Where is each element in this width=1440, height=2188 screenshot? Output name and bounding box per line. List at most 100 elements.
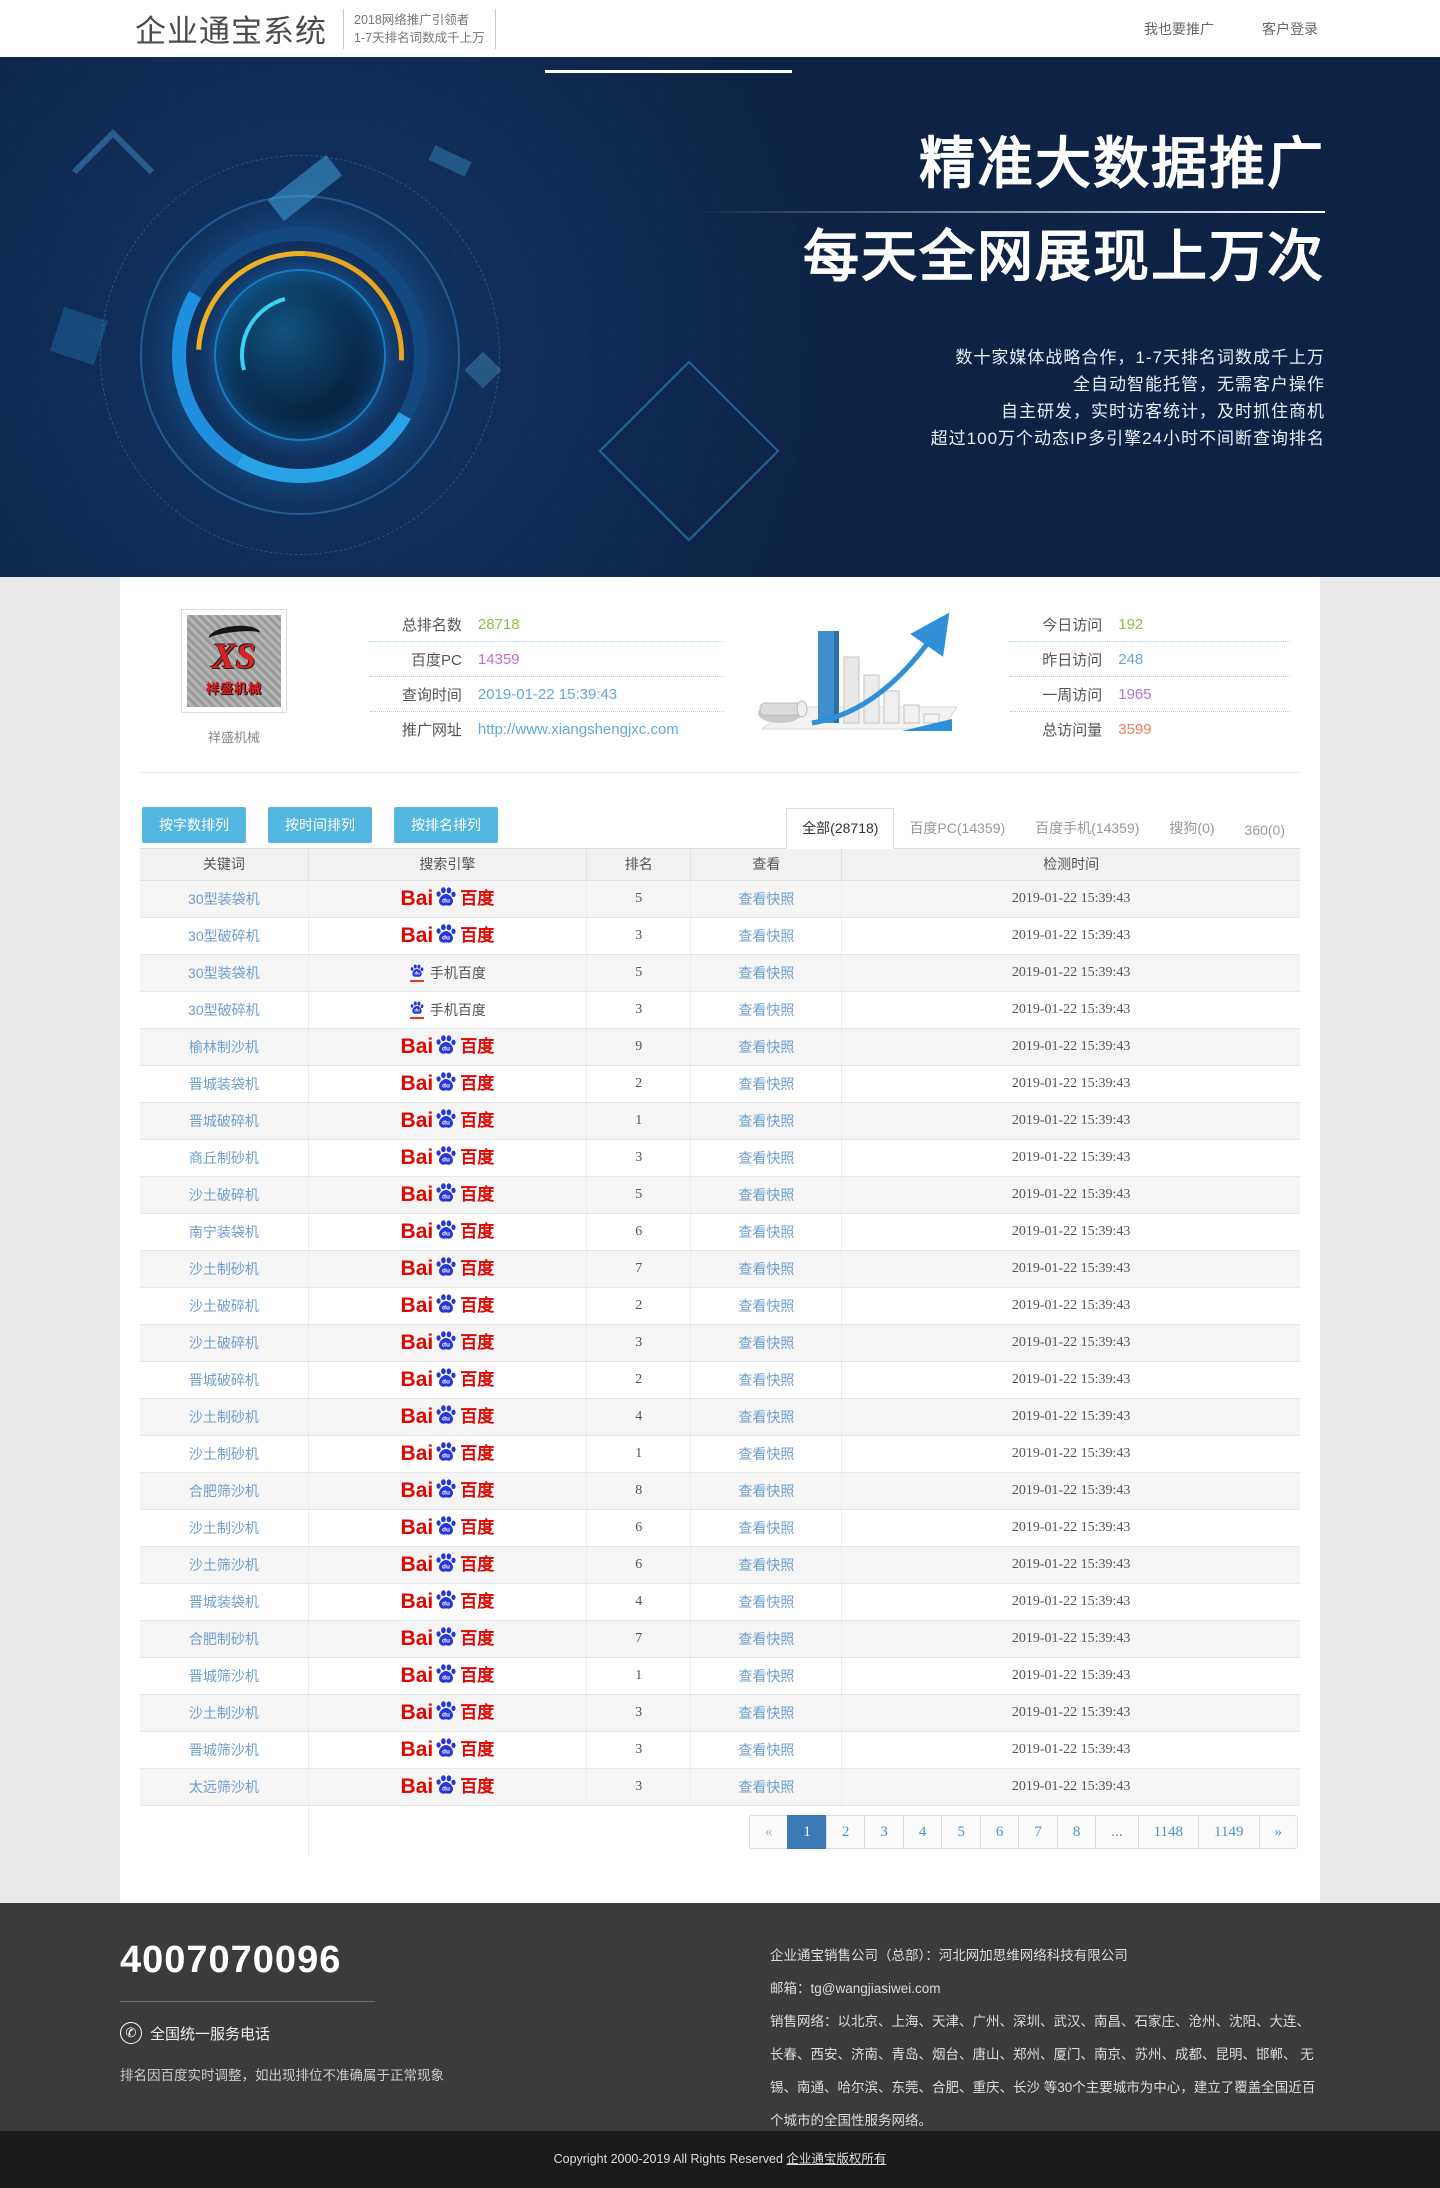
keyword-link[interactable]: 30型破碎机	[188, 927, 260, 944]
keyword-link[interactable]: 30型装袋机	[188, 890, 260, 907]
view-snapshot-link[interactable]: 查看快照	[738, 1334, 795, 1351]
footer: 4007070096 ✆ 全国统一服务电话 排名因百度实时调整，如出现排位不准确…	[0, 1903, 1440, 2131]
stat-row: 推广网址 http://www.xiangshengjxc.com	[370, 712, 724, 747]
column-header: 排名	[586, 849, 692, 881]
keyword-link[interactable]: 南宁装袋机	[188, 1223, 259, 1240]
keyword-link[interactable]: 晋城装袋机	[188, 1593, 259, 1610]
keyword-link[interactable]: 太远筛沙机	[188, 1778, 259, 1795]
page-prev-button[interactable]: «	[748, 1814, 789, 1849]
snapshot-cell: 查看快照	[690, 1065, 843, 1103]
sort-button-2[interactable]: 按排名排列	[394, 807, 498, 843]
view-snapshot-link[interactable]: 查看快照	[738, 1408, 795, 1425]
tab-2[interactable]: 百度手机(14359)	[1035, 820, 1140, 836]
view-snapshot-link[interactable]: 查看快照	[738, 1186, 795, 1203]
keyword-link[interactable]: 晋城破碎机	[188, 1112, 259, 1129]
stat-row: 一周访问 1965	[1010, 677, 1290, 712]
page-button-8[interactable]: 8	[1056, 1814, 1097, 1849]
baidu-paw-icon: du	[434, 1551, 458, 1575]
svg-text:du: du	[442, 1378, 450, 1385]
keyword-link[interactable]: 沙土破碎机	[188, 1334, 259, 1351]
keyword-link[interactable]: 晋城破碎机	[188, 1371, 259, 1388]
view-snapshot-link[interactable]: 查看快照	[738, 1482, 795, 1499]
view-snapshot-link[interactable]: 查看快照	[738, 1149, 795, 1166]
keyword-link[interactable]: 沙土制砂机	[188, 1260, 259, 1277]
view-snapshot-link[interactable]: 查看快照	[738, 1075, 795, 1092]
engine-cell: Bai du 百度	[308, 1435, 588, 1473]
keyword-link[interactable]: 榆林制沙机	[188, 1038, 259, 1055]
keyword-link[interactable]: 合肥筛沙机	[188, 1482, 259, 1499]
tab-1[interactable]: 百度PC(14359)	[909, 820, 1006, 836]
nav-link-login[interactable]: 客户登录	[1262, 20, 1318, 37]
keyword-link[interactable]: 沙土制沙机	[188, 1519, 259, 1536]
keyword-cell: 沙土制沙机	[140, 1509, 309, 1547]
keyword-link[interactable]: 沙土破碎机	[188, 1186, 259, 1203]
top-header: 企业通宝系统 2018网络推广引领者 1-7天排名词数成千上万 我也要推广 客户…	[0, 0, 1440, 57]
page-button-3[interactable]: 3	[864, 1814, 904, 1849]
rank-cell: 5	[586, 954, 692, 992]
view-snapshot-link[interactable]: 查看快照	[738, 1519, 795, 1536]
page-button-1149[interactable]: 1149	[1198, 1814, 1260, 1849]
view-snapshot-link[interactable]: 查看快照	[738, 890, 795, 907]
view-snapshot-link[interactable]: 查看快照	[738, 1704, 795, 1721]
page-button-7[interactable]: 7	[1018, 1814, 1058, 1849]
view-snapshot-link[interactable]: 查看快照	[738, 1112, 795, 1129]
view-snapshot-link[interactable]: 查看快照	[738, 1260, 795, 1277]
view-snapshot-link[interactable]: 查看快照	[738, 1001, 795, 1018]
keyword-link[interactable]: 沙土破碎机	[188, 1297, 259, 1314]
sort-button-0[interactable]: 按字数排列	[142, 807, 246, 843]
keyword-link[interactable]: 沙土制沙机	[188, 1704, 259, 1721]
page-next-button[interactable]: »	[1258, 1814, 1298, 1849]
keyword-link[interactable]: 晋城装袋机	[188, 1075, 259, 1092]
nav-link-promote[interactable]: 我也要推广	[1144, 20, 1214, 37]
keyword-cell: 沙土破碎机	[140, 1287, 309, 1325]
view-snapshot-link[interactable]: 查看快照	[738, 927, 795, 944]
page-ellipsis[interactable]: ...	[1095, 1814, 1139, 1849]
page-button-1[interactable]: 1	[787, 1814, 827, 1849]
svg-text:du: du	[414, 971, 420, 976]
view-snapshot-link[interactable]: 查看快照	[738, 1223, 795, 1240]
view-snapshot-link[interactable]: 查看快照	[738, 1667, 795, 1684]
view-snapshot-link[interactable]: 查看快照	[738, 1741, 795, 1758]
keyword-link[interactable]: 晋城筛沙机	[188, 1741, 259, 1758]
snapshot-cell: 查看快照	[690, 1472, 843, 1510]
view-snapshot-link[interactable]: 查看快照	[738, 1778, 795, 1795]
keyword-link[interactable]: 沙土制砂机	[188, 1408, 259, 1425]
view-snapshot-link[interactable]: 查看快照	[738, 1297, 795, 1314]
svg-text:du: du	[442, 1600, 450, 1607]
sort-button-1[interactable]: 按时间排列	[268, 807, 372, 843]
view-snapshot-link[interactable]: 查看快照	[738, 964, 795, 981]
engine-cell: Bai du 百度	[308, 1509, 588, 1547]
tab-3[interactable]: 搜狗(0)	[1169, 820, 1215, 836]
view-snapshot-link[interactable]: 查看快照	[738, 1445, 795, 1462]
keyword-link[interactable]: 沙土筛沙机	[188, 1556, 259, 1573]
site-name: 祥盛机械	[207, 730, 260, 745]
page-button-5[interactable]: 5	[941, 1814, 981, 1849]
baidu-paw-icon: du	[409, 963, 425, 982]
svg-text:du: du	[442, 1785, 450, 1792]
view-snapshot-link[interactable]: 查看快照	[738, 1630, 795, 1647]
page-button-6[interactable]: 6	[979, 1814, 1020, 1849]
tab-0[interactable]: 全部(28718)	[786, 808, 895, 849]
tab-4[interactable]: 360(0)	[1244, 822, 1285, 838]
view-snapshot-link[interactable]: 查看快照	[738, 1556, 795, 1573]
svg-text:du: du	[442, 1156, 450, 1163]
keyword-link[interactable]: 30型装袋机	[188, 964, 260, 981]
keyword-link[interactable]: 晋城筛沙机	[188, 1667, 259, 1684]
baidu-logo-cn: 百度	[460, 1703, 495, 1722]
baidu-paw-icon: du	[434, 1736, 458, 1760]
table-header-row: 关键词 搜索引擎 排名 查看 检测时间	[140, 849, 1300, 881]
keyword-link[interactable]: 商丘制砂机	[188, 1149, 259, 1166]
page-button-4[interactable]: 4	[902, 1814, 943, 1849]
page-button-2[interactable]: 2	[825, 1814, 866, 1849]
baidu-pc-logo: Bai du 百度	[401, 1330, 494, 1355]
keyword-link[interactable]: 合肥制砂机	[188, 1630, 259, 1647]
engine-cell: Bai du 百度	[308, 1287, 588, 1325]
copyright-link[interactable]: 企业通宝版权所有	[786, 2152, 887, 2166]
keyword-link[interactable]: 沙土制砂机	[188, 1445, 259, 1462]
page-button-1148[interactable]: 1148	[1137, 1814, 1200, 1849]
view-snapshot-link[interactable]: 查看快照	[738, 1371, 795, 1388]
engine-cell: Bai du 百度	[308, 1361, 588, 1399]
keyword-link[interactable]: 30型破碎机	[188, 1001, 260, 1018]
view-snapshot-link[interactable]: 查看快照	[738, 1593, 795, 1610]
view-snapshot-link[interactable]: 查看快照	[738, 1038, 795, 1055]
